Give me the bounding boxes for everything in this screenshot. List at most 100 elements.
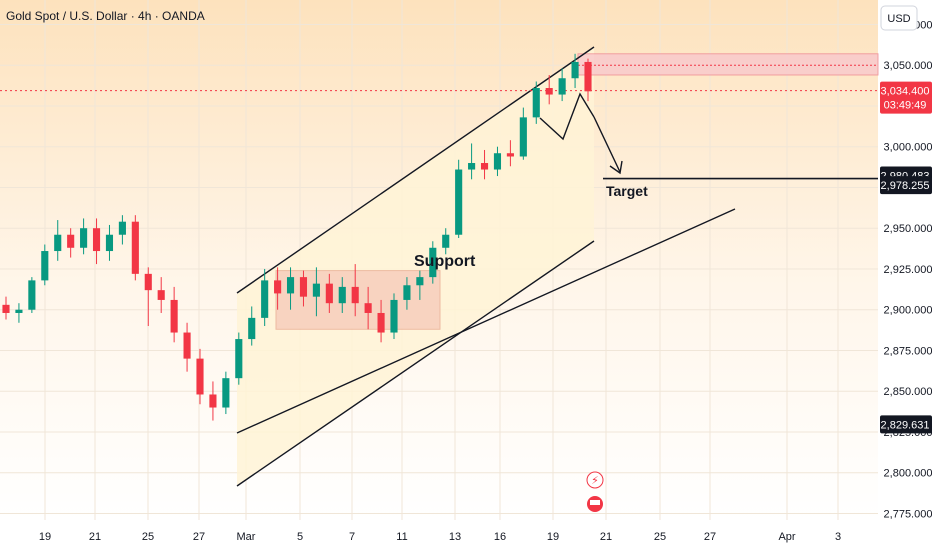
candle-body	[118, 221, 126, 235]
x-tick-label: 3	[835, 531, 841, 543]
candle-body	[144, 273, 152, 291]
price-mark-box	[880, 415, 932, 434]
x-tick-label: Apr	[778, 531, 795, 543]
candle-body	[312, 283, 320, 297]
candle-body	[571, 61, 579, 79]
channel-fill	[237, 47, 594, 486]
candle-body	[183, 332, 191, 359]
candle-body	[403, 285, 411, 300]
candle-body	[390, 299, 398, 333]
candle-body	[274, 280, 282, 294]
candle-body	[558, 78, 566, 95]
y-tick-label: 3,000.000	[884, 142, 932, 154]
x-tick-label: 16	[494, 531, 506, 543]
candle-body	[351, 286, 359, 304]
x-tick-label: 11	[396, 531, 407, 543]
candle-body	[209, 394, 217, 408]
support-label: Support	[414, 253, 476, 270]
price-mark-label: 2,978.255	[881, 180, 930, 192]
candle-body	[584, 61, 592, 92]
candle-body	[480, 163, 489, 170]
y-tick-label: 2,850.000	[884, 386, 932, 398]
candle-body	[338, 286, 346, 304]
candle-body	[2, 304, 10, 313]
price-mark: 3,034.400 03:49:49	[880, 81, 932, 114]
chart-title: Gold Spot / U.S. Dollar · 4h · OANDA	[6, 9, 205, 23]
y-tick-label: 2,800.000	[884, 468, 932, 480]
candle-body	[416, 277, 424, 286]
candle-body	[455, 169, 463, 235]
candle-body	[325, 283, 333, 304]
support-trend-line	[236, 208, 736, 434]
candle-body	[105, 234, 114, 252]
candle-body	[15, 309, 23, 313]
x-tick-label: Mar	[237, 531, 256, 543]
candle-body	[532, 88, 540, 118]
currency-button[interactable]: USD	[880, 5, 918, 31]
candle-body	[493, 153, 502, 170]
price-mark-box	[880, 176, 932, 195]
y-tick-label: 2,900.000	[884, 305, 932, 317]
resistance-zone	[577, 53, 879, 76]
y-axis[interactable]: 2,775.0002,800.0002,825.0002,850.0002,87…	[880, 19, 932, 520]
x-tick-label: 21	[600, 531, 612, 543]
x-tick-label: 21	[89, 531, 101, 543]
price-mark-label: 2,829.631	[881, 419, 930, 431]
y-tick-label: 2,775.000	[884, 508, 932, 520]
zigzag-path	[539, 92, 595, 141]
candles	[2, 53, 592, 421]
candle-body	[468, 163, 476, 170]
candle-body	[67, 234, 75, 248]
candle-body	[299, 277, 308, 297]
candle-body	[261, 280, 269, 318]
x-tick-label: 19	[547, 531, 559, 543]
candle-body	[157, 290, 165, 300]
candle-body	[429, 247, 437, 278]
y-tick-label: 2,925.000	[884, 264, 932, 276]
candle-body	[80, 228, 88, 248]
candle-body	[248, 317, 256, 340]
x-tick-label: 13	[449, 531, 461, 543]
candle-body	[377, 312, 385, 333]
candle-body	[235, 339, 243, 379]
candle-body	[131, 221, 139, 274]
price-mark-box	[880, 81, 932, 114]
candle-body	[364, 303, 372, 313]
x-tick-label: 27	[193, 531, 205, 543]
channel-upper-line	[236, 46, 595, 294]
candle-body	[54, 234, 62, 252]
candle-body	[286, 277, 295, 294]
x-axis[interactable]: 19 21 25 27 Mar 5 7 11 13 16 19 21 25 27 Apr 3	[39, 531, 841, 543]
price-mark: 2,978.255	[880, 176, 932, 195]
lightning-icon	[586, 471, 604, 489]
candle-body	[196, 358, 204, 395]
candle-body	[442, 234, 450, 248]
candle-body	[41, 251, 49, 281]
x-tick-label: 25	[142, 531, 154, 543]
candle-body	[92, 228, 101, 252]
x-tick-label: 7	[349, 531, 355, 543]
target-label: Target	[606, 183, 648, 199]
x-tick-label: 5	[297, 531, 303, 543]
candle-body	[506, 153, 514, 157]
price-mark-label: 3,034.400	[881, 86, 930, 98]
y-tick-label: 2,950.000	[884, 223, 932, 235]
y-tick-label: 2,875.000	[884, 345, 932, 357]
candle-body	[545, 88, 553, 95]
flag-icon-inner	[590, 500, 600, 505]
candle-body	[28, 280, 36, 310]
candle-body	[222, 378, 230, 408]
y-tick-label: 3,050.000	[884, 60, 932, 72]
lightning-glyph: ⚡	[591, 474, 599, 487]
price-mark-sublabel: 03:49:49	[884, 100, 927, 112]
candle-body	[519, 117, 527, 157]
currency-label: USD	[887, 13, 910, 25]
overlay: Support Target ⚡	[414, 92, 648, 512]
channel-lower-line	[236, 240, 595, 487]
x-tick-label: 25	[654, 531, 666, 543]
projection-arrowhead	[609, 160, 623, 175]
x-tick-label: 19	[39, 531, 51, 543]
projection-arrow	[593, 116, 621, 173]
x-tick-label: 27	[704, 531, 716, 543]
